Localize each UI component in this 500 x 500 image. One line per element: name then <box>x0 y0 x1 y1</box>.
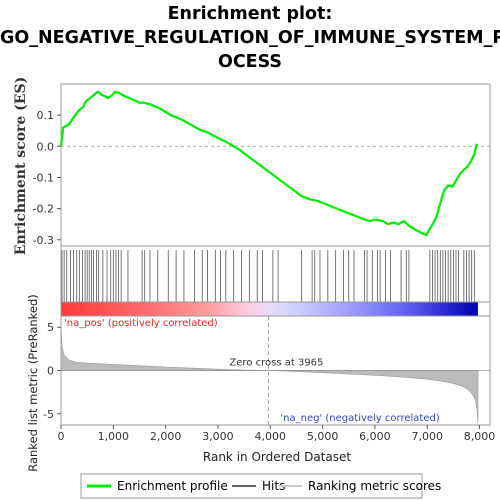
title-line-1: Enrichment plot: <box>167 4 333 24</box>
legend: Enrichment profile Hits Ranking metric s… <box>80 473 441 499</box>
x-tick-label: 5,000 <box>307 430 339 443</box>
metric-y-tick-label: 0 <box>47 365 54 378</box>
metric-y-axis-label: Ranked list metric (PreRanked) <box>26 294 40 472</box>
x-tick-label: 7,000 <box>411 430 443 443</box>
x-tick-label: 2,000 <box>150 430 182 443</box>
x-tick-label: 4,000 <box>255 430 287 443</box>
es-y-axis-label: Enrichment score (ES) <box>13 77 29 255</box>
x-tick-label: 3,000 <box>202 430 234 443</box>
legend-ranking-metric-label: Ranking metric scores <box>308 479 441 493</box>
es-y-tick-label: 0.1 <box>37 109 55 122</box>
title-line-2: GO_NEGATIVE_REGULATION_OF_IMMUNE_SYSTEM_… <box>0 28 500 48</box>
x-tick-label: 8,000 <box>464 430 496 443</box>
ranking-metric-area <box>60 327 479 423</box>
metric-y-tick-label: -5 <box>43 408 54 421</box>
x-tick-label: 0 <box>58 430 65 443</box>
x-tick-label: 1,000 <box>98 430 130 443</box>
hits-frame <box>60 245 491 303</box>
es-plot-frame <box>60 83 491 247</box>
pos-correlated-label: 'na_pos' (positively correlated) <box>64 318 218 329</box>
enrichment-score-panel: 0.1 0.0 -0.1 -0.2 -0.3 <box>33 83 491 247</box>
x-axis-label: Rank in Ordered Dataset <box>203 450 351 464</box>
neg-correlated-label: 'na_neg' (negatively correlated) <box>280 413 439 424</box>
legend-hits-label: Hits <box>262 479 285 493</box>
legend-enrichment-profile-label: Enrichment profile <box>117 479 228 493</box>
es-y-tick-label: 0.0 <box>37 140 55 153</box>
chart-title: Enrichment plot: GO_NEGATIVE_REGULATION_… <box>0 2 500 74</box>
hits-panel <box>60 245 491 317</box>
x-axis: 0 1,000 2,000 3,000 4,000 5,000 6,000 7,000 8,00… <box>58 425 496 443</box>
ranking-color-bar <box>61 302 478 316</box>
metric-y-tick-label: 5 <box>47 321 54 334</box>
title-line-3: OCESS <box>217 52 283 72</box>
es-y-tick-label: -0.1 <box>33 171 54 184</box>
zero-cross-label: Zero cross at 3965 <box>229 358 323 369</box>
ranking-bar-pad <box>477 302 490 316</box>
es-y-tick-label: -0.3 <box>33 234 54 247</box>
x-tick-label: 6,000 <box>359 430 391 443</box>
ranked-metric-panel: Zero cross at 3965 'na_pos' (positively c… <box>43 315 491 426</box>
enrichment-profile-line <box>59 90 478 237</box>
es-y-tick-label: -0.2 <box>33 203 54 216</box>
